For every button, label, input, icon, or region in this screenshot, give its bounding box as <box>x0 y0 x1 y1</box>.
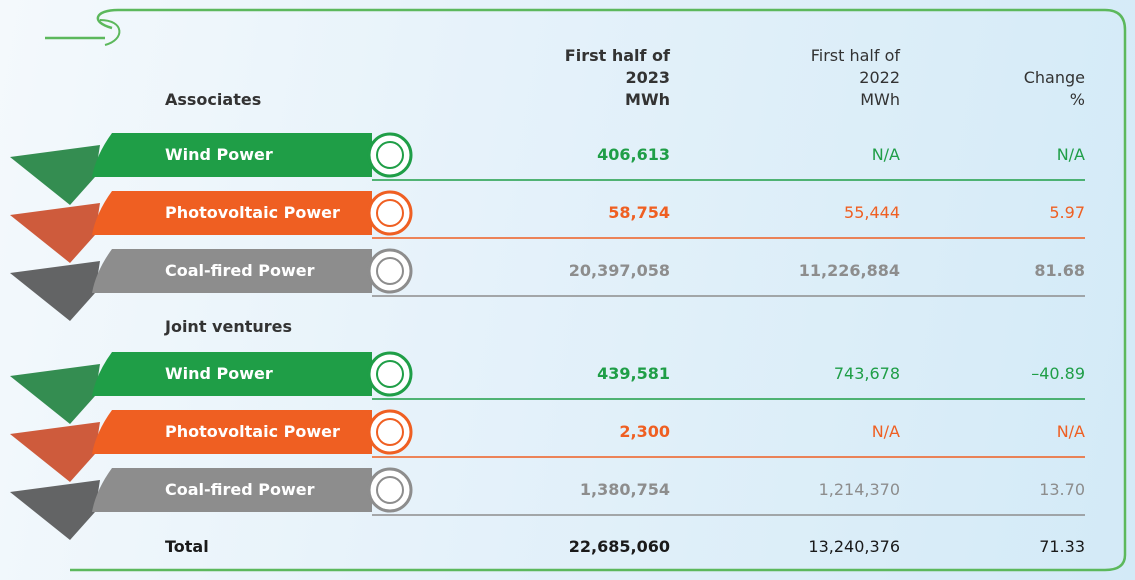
page: Associates Joint ventures First half of2… <box>0 0 1135 580</box>
cell-value: 406,613 <box>450 144 670 166</box>
row-icon <box>369 250 411 292</box>
section-label: Associates <box>165 89 261 111</box>
column-header: First half of <box>680 45 900 67</box>
row-icon <box>369 134 411 176</box>
row-icon <box>369 411 411 453</box>
ribbon-tail <box>10 203 100 263</box>
cell-value: 20,397,058 <box>450 260 670 282</box>
cell-value: 81.68 <box>865 260 1085 282</box>
row-label: Coal-fired Power <box>165 260 315 282</box>
row-icon <box>369 353 411 395</box>
row-label: Wind Power <box>165 363 273 385</box>
cell-value: 2,300 <box>450 421 670 443</box>
row-icon <box>369 469 411 511</box>
cell-value: 58,754 <box>450 202 670 224</box>
column-header: % <box>865 89 1085 111</box>
column-header: Change <box>865 67 1085 89</box>
row-label: Photovoltaic Power <box>165 202 340 224</box>
ribbon-tail <box>10 422 100 482</box>
cell-value: N/A <box>865 144 1085 166</box>
total-value: 71.33 <box>865 536 1085 558</box>
section-label: Joint ventures <box>165 316 292 338</box>
row-label: Coal-fired Power <box>165 479 315 501</box>
cell-value: N/A <box>865 421 1085 443</box>
ribbon-tail <box>10 145 100 205</box>
cell-value: 439,581 <box>450 363 670 385</box>
ribbon-tail <box>10 364 100 424</box>
column-header: 2023 <box>450 67 670 89</box>
ribbon-tail <box>10 261 100 321</box>
cell-value: 13.70 <box>865 479 1085 501</box>
cell-value: 5.97 <box>865 202 1085 224</box>
row-label: Wind Power <box>165 144 273 166</box>
cell-value: –40.89 <box>865 363 1085 385</box>
ribbon-tail <box>10 480 100 540</box>
total-label: Total <box>165 536 209 558</box>
cell-value: 1,380,754 <box>450 479 670 501</box>
total-value: 22,685,060 <box>450 536 670 558</box>
row-icon <box>369 192 411 234</box>
column-header: First half of <box>450 45 670 67</box>
column-header: MWh <box>450 89 670 111</box>
row-label: Photovoltaic Power <box>165 421 340 443</box>
